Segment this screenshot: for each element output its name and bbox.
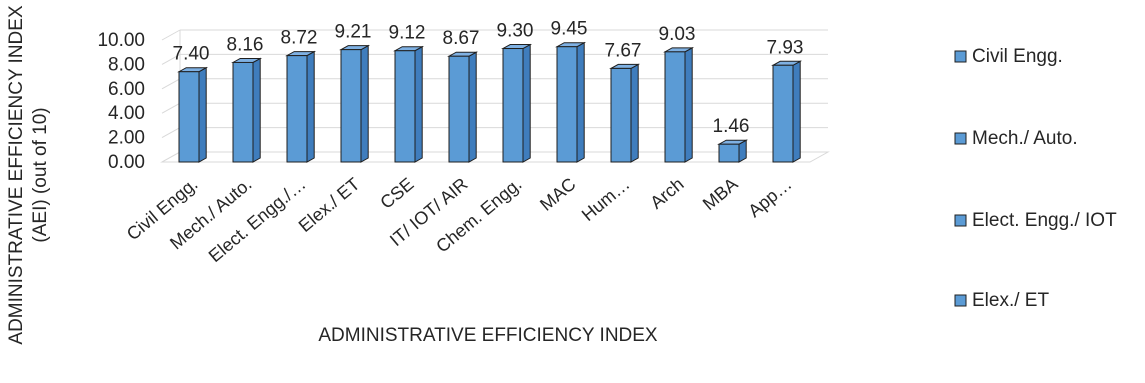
bar-side xyxy=(684,46,693,163)
x-tick-label: Elex./ ET xyxy=(295,174,364,236)
legend-item: Elex./ ET xyxy=(972,290,1049,311)
bar xyxy=(556,46,578,163)
x-axis-title: ADMINISTRATIVE EFFICIENCY INDEX xyxy=(318,325,658,346)
bar-side xyxy=(468,51,477,163)
data-label: 8.16 xyxy=(227,34,264,55)
y-axis-title-line1: ADMINISTRATIVE EFFICIENCY INDEX xyxy=(6,5,27,345)
floor xyxy=(160,151,830,163)
data-label: 7.93 xyxy=(767,37,804,58)
data-label: 7.67 xyxy=(605,40,642,61)
grid-line-side xyxy=(161,78,181,90)
bar-side xyxy=(576,41,585,163)
bar-side xyxy=(792,60,801,163)
legend-item: Civil Engg. xyxy=(972,46,1063,67)
bar-side xyxy=(630,63,639,163)
bar-side xyxy=(522,43,531,163)
y-tick-label: 8.00 xyxy=(108,54,145,75)
legend-swatch xyxy=(954,132,967,145)
data-label: 9.21 xyxy=(335,22,372,43)
bar xyxy=(772,64,794,163)
legend-item: Mech./ Auto. xyxy=(972,128,1078,149)
grid-line-side xyxy=(161,29,181,41)
data-label: 8.67 xyxy=(443,28,480,49)
grid-line-side xyxy=(161,127,181,139)
y-tick-label: 6.00 xyxy=(108,79,145,100)
data-label: 9.03 xyxy=(659,24,696,45)
bar xyxy=(664,51,686,163)
bar xyxy=(718,143,740,163)
legend-swatch xyxy=(954,50,967,63)
x-tick-label: App… xyxy=(744,174,795,221)
grid-line-side xyxy=(161,53,181,65)
bar-side xyxy=(252,57,261,163)
bar xyxy=(394,50,416,163)
bar xyxy=(448,55,470,163)
y-tick-label: 10.00 xyxy=(97,30,145,51)
legend-item: Elect. Engg./ IOT xyxy=(972,210,1117,231)
y-tick-label: 0.00 xyxy=(108,152,145,173)
x-tick-label: Elect. Engg./… xyxy=(205,174,310,266)
bar-side xyxy=(360,44,369,163)
legend-swatch xyxy=(954,214,967,227)
legend: Civil Engg. Mech./ Auto. Elect. Engg./ IOT… xyxy=(954,46,1117,311)
grid-line-side xyxy=(161,102,181,114)
bar-side xyxy=(198,66,207,163)
legend-swatch xyxy=(954,294,967,307)
data-label: 8.72 xyxy=(281,28,318,49)
bars: 7.40 8.16 8.72 9.21 9.12 8.67 9.30 9.45 7.67 9.03… xyxy=(173,19,804,163)
bar-side xyxy=(306,50,315,163)
bar-side xyxy=(414,45,423,163)
x-tick-label: CSE xyxy=(376,174,417,213)
bar xyxy=(232,61,254,163)
x-tick-label: MAC xyxy=(536,174,579,215)
bar xyxy=(610,67,632,163)
y-tick-label: 4.00 xyxy=(108,103,145,124)
data-label: 9.30 xyxy=(497,21,534,42)
data-label: 9.12 xyxy=(389,23,426,44)
data-label: 9.45 xyxy=(551,19,588,40)
y-axis-title-line2: (AEI) (out of 10) xyxy=(30,107,51,242)
y-tick-label: 2.00 xyxy=(108,128,145,149)
x-tick-label: Arch xyxy=(646,174,687,213)
data-label: 1.46 xyxy=(713,116,750,137)
bar xyxy=(340,49,362,163)
data-label: 7.40 xyxy=(173,44,210,65)
bar xyxy=(502,48,524,163)
y-axis-ticks: 0.00 2.00 4.00 6.00 8.00 10.00 xyxy=(97,30,145,173)
x-tick-label: Hum… xyxy=(578,174,634,225)
bar xyxy=(178,71,200,163)
x-tick-label: MBA xyxy=(699,174,742,214)
x-axis-ticks: Civil Engg.Mech./ Auto.Elect. Engg./…Ele… xyxy=(123,174,796,266)
bar xyxy=(286,55,308,163)
